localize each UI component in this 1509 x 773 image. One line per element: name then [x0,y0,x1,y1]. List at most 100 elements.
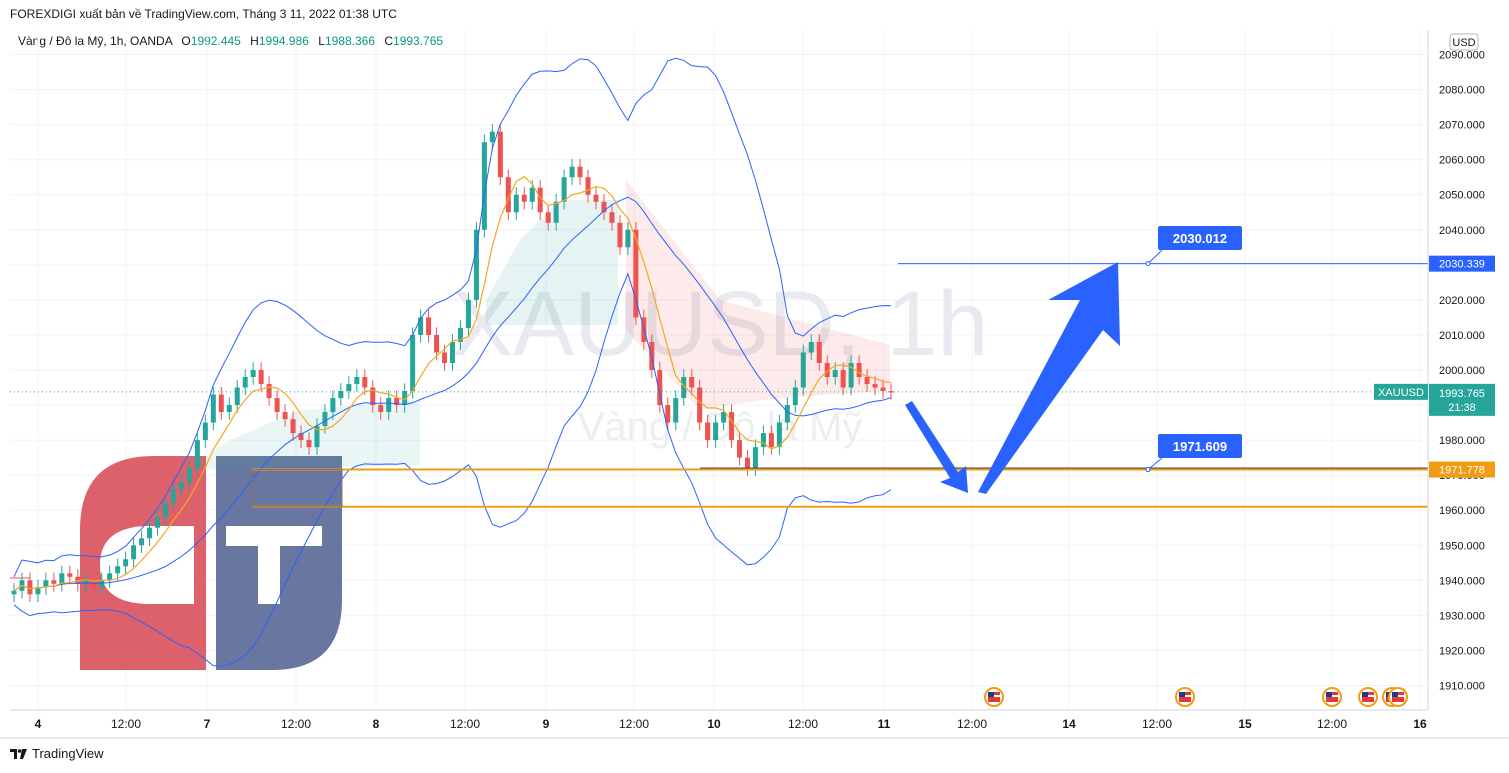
y-axis: 2090.000 2080.000 2070.000 2060.000 2050.000… [1374,30,1495,710]
y-tick-label: 1930.000 [1439,610,1485,622]
cloud-green-1 [486,200,618,325]
callout-upper-pointer [1147,249,1163,265]
x-tick-label: 16 [1413,717,1427,731]
candle-body [250,370,256,378]
candle-body [107,573,113,581]
candle-body [43,580,49,588]
us-flag-icon [1358,687,1378,707]
candle-body [593,194,599,202]
bollinger-basis [13,196,892,592]
arrow-up [978,262,1120,494]
candle-body [394,398,400,406]
candle-body [370,387,376,406]
candle-body [194,440,200,469]
footer-brand[interactable]: TradingView [10,746,104,761]
candle-body [282,412,288,420]
candle-body [545,212,551,223]
symbol-tag: XAUUSD [1378,387,1424,399]
candle-body [306,440,312,448]
candle-body [346,384,352,392]
candle-body [808,341,814,353]
x-tick-label: 15 [1238,717,1252,731]
us-flag-canton [988,692,994,697]
candle-body [330,398,336,413]
us-flag-canton [1362,692,1368,697]
event-markers [984,687,1408,707]
candle-body [258,370,264,385]
x-tick-label: 4 [35,717,42,731]
candle-body [186,468,192,483]
callout-upper: 2030.012 [1145,226,1242,267]
candle-body [537,187,543,213]
candle-body [609,212,615,223]
candle-body [450,341,455,363]
callout-lower-box [1158,434,1242,458]
candle-body [497,131,503,178]
candle-body [465,299,471,328]
support-levels [251,467,1428,508]
candle-body [83,580,89,584]
x-tick-label: 14 [1062,717,1076,731]
candle-body [657,370,663,406]
candle-body [290,419,296,434]
candle-body [354,377,360,385]
candle-body [824,362,830,378]
callout-upper-text: 2030.012 [1173,231,1227,246]
candle-body [872,384,878,388]
x-tick-label: 12:00 [1142,717,1172,731]
candle-body [274,398,280,413]
candle-body [67,573,73,577]
candle-body [737,440,743,458]
candle-body [266,384,272,399]
candle-body [338,391,344,399]
y-tick-label: 2070.000 [1439,120,1485,132]
us-flag-icon [1388,687,1408,707]
candle-body [760,433,766,448]
candle-body [569,166,575,178]
candle-body [832,370,838,378]
candle-body [51,580,57,584]
us-flag-icon [1175,687,1195,707]
candle-body [880,387,886,392]
y-tick-label: 1960.000 [1439,505,1485,517]
callout-lower-dot [1145,467,1151,473]
candle-body [713,422,719,441]
candle-body [202,422,208,441]
x-tick-label: 7 [204,717,211,731]
candle-body [681,377,687,399]
currency-label: USD [1452,37,1475,49]
last-price-tag-bg [1429,383,1495,416]
countdown-tag: 21:38 [1448,402,1476,414]
us-flag-icon [984,687,1004,707]
candle-body [35,587,41,595]
candle-body [473,229,479,300]
candle-body [139,538,145,546]
candle-body [210,394,216,423]
y-tick-label: 1950.000 [1439,540,1485,552]
x-tick-label: 9 [543,717,550,731]
symbol-name: Vàng / Đô la Mỹ, 1h, OANDA [18,34,173,48]
candle-body [553,201,559,223]
candle-body [410,334,416,392]
upper-level-tag-bg [1429,255,1495,272]
cloud-red [626,180,890,410]
bollinger-lower [13,272,892,667]
logo-t-bar [226,526,322,546]
y-tick-label: 2020.000 [1439,295,1485,307]
candle-body [601,201,607,213]
candle-body [665,405,671,423]
bollinger-upper [13,57,892,578]
candle-body [147,527,153,539]
lower-level-tag-bg [1429,461,1495,478]
candle-body [131,545,137,560]
level-box [251,469,343,508]
candle-body [577,166,583,178]
callout-lower: 1971.609 [1145,434,1242,473]
candle-body [800,352,806,388]
candle-body [625,229,631,248]
y-tick-label: 1940.000 [1439,575,1485,587]
candle-body [489,131,495,143]
x-tick-label: 11 [878,717,891,731]
candle-body [840,370,846,388]
